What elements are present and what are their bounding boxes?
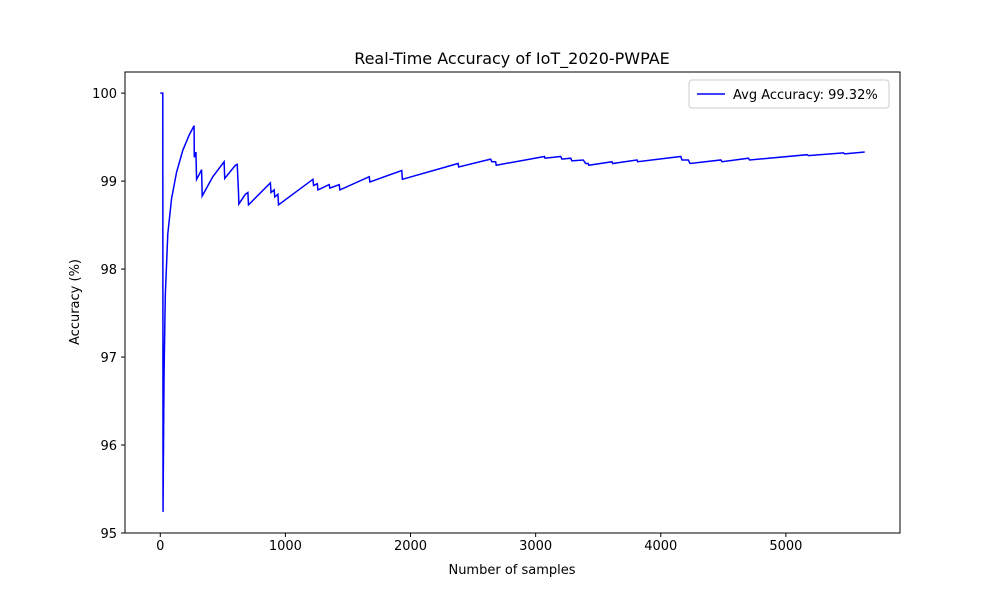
- x-tick-label: 5000: [769, 539, 802, 554]
- data-line: [160, 92, 865, 512]
- y-tick-label: 95: [100, 527, 117, 542]
- y-tick-label: 96: [100, 439, 117, 454]
- x-tick-label: 0: [156, 539, 164, 554]
- chart-title: Real-Time Accuracy of IoT_2020-PWPAE: [354, 49, 670, 69]
- y-tick-label: 99: [100, 175, 117, 190]
- y-tick-label: 98: [100, 263, 117, 278]
- x-tick-label: 3000: [519, 539, 552, 554]
- y-tick-label: 100: [92, 87, 117, 102]
- y-axis-label: Accuracy (%): [68, 259, 83, 345]
- x-tick-label: 1000: [269, 539, 302, 554]
- x-axis-label: Number of samples: [448, 563, 575, 578]
- x-tick-label: 4000: [644, 539, 677, 554]
- x-tick-label: 2000: [394, 539, 427, 554]
- y-tick-label: 97: [100, 351, 117, 366]
- plot-frame: [124, 71, 901, 534]
- legend-box: [688, 79, 890, 109]
- legend-label: Avg Accuracy: 99.32%: [733, 88, 878, 103]
